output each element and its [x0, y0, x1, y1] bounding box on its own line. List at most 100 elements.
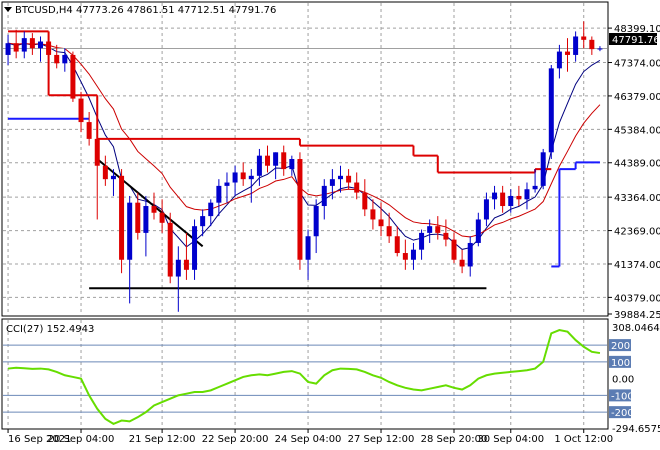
- candle-body: [516, 195, 522, 200]
- candle-body: [102, 165, 108, 180]
- candle-body: [46, 41, 52, 55]
- trendline: [96, 158, 204, 248]
- price-tick-label: 39884.25: [614, 310, 660, 321]
- candle-body: [370, 209, 376, 220]
- price-axis: 48399.10 47374.00 46379.00 45384.00 44389.00…: [608, 24, 660, 321]
- candle-body: [37, 41, 43, 49]
- candle-body: [248, 175, 254, 180]
- cci-tick-label: 308.0464: [612, 323, 660, 334]
- candle-body: [86, 122, 92, 139]
- price-panel-frame: [1, 1, 609, 317]
- candle-body: [135, 202, 141, 233]
- price-tick-label: 41374.00: [614, 260, 660, 271]
- time-tick-label: 30 Sep 04:00: [477, 434, 544, 445]
- candle-body: [532, 185, 538, 190]
- candle-body: [467, 242, 473, 267]
- cci-level-label: 200: [611, 341, 630, 352]
- price-tick-label: 46379.00: [614, 92, 660, 103]
- price-tick-label: 42369.00: [614, 227, 660, 238]
- candle-body: [321, 185, 327, 207]
- time-tick-label: 24 Sep 04:00: [275, 434, 342, 445]
- candle-body: [459, 259, 465, 267]
- moving-average-fast: [7, 42, 601, 250]
- candle-body: [62, 54, 68, 64]
- cci-tick-label: 0.00: [612, 375, 634, 386]
- candle-body: [175, 259, 181, 277]
- candle-body: [289, 159, 295, 170]
- cci-level-label-box: [609, 389, 631, 402]
- candle-body: [597, 48, 603, 50]
- candle-body: [410, 249, 416, 260]
- candle-body: [265, 155, 271, 166]
- candle-body: [224, 182, 230, 186]
- time-tick-label: 16 Sep 2021: [8, 434, 71, 445]
- cci-title: CCI(27) 152.4943: [6, 324, 94, 335]
- price-tick-label: 47374.00: [614, 59, 660, 70]
- candle-body: [337, 175, 343, 180]
- time-tick-label: 1 Oct 12:00: [554, 434, 613, 445]
- candle-body: [443, 232, 449, 240]
- price-tick-label: 43364.00: [614, 193, 660, 204]
- price-tick-label: 48399.10: [614, 24, 660, 35]
- cci-level-label: -100: [611, 391, 634, 402]
- candle-body: [256, 155, 262, 176]
- candle-body: [329, 179, 335, 186]
- candle-body: [297, 159, 303, 260]
- price-tick-label: 40379.00: [614, 293, 660, 304]
- candle-body: [94, 138, 100, 166]
- candle-body: [313, 206, 319, 237]
- candle-body: [281, 152, 287, 170]
- candle-body: [159, 212, 165, 223]
- candle-body: [13, 43, 19, 52]
- price-tick-label: 44389.00: [614, 159, 660, 170]
- candle-body: [483, 199, 489, 220]
- candle-body: [589, 39, 595, 50]
- candle-body: [143, 206, 149, 233]
- candle-body: [451, 239, 457, 260]
- candle-body: [119, 175, 125, 260]
- cci-level-label-box: [609, 355, 631, 368]
- time-tick-label: 22 Sep 20:00: [202, 434, 269, 445]
- candle-body: [378, 219, 384, 227]
- candle-body: [500, 192, 506, 207]
- time-tick-label: 21 Sep 12:00: [129, 434, 196, 445]
- time-tick-label: 20 Sep 04:00: [48, 434, 115, 445]
- price-label: 47791.76: [612, 35, 660, 46]
- candle-body: [167, 222, 173, 277]
- candle-body: [208, 202, 214, 217]
- time-tick-label: 28 Sep 20:00: [421, 434, 488, 445]
- grid: [3, 3, 607, 428]
- candle-body: [200, 216, 206, 227]
- candle-body: [70, 54, 76, 99]
- candle-body: [386, 226, 392, 237]
- cci-line-group: [7, 328, 601, 425]
- candle-body: [556, 51, 562, 69]
- cci-level-label-box: [609, 406, 631, 419]
- candle-body: [305, 236, 311, 260]
- overlays: [3, 30, 607, 290]
- candle-body: [492, 192, 498, 200]
- candle-body: [5, 43, 11, 55]
- candle-body: [273, 152, 279, 166]
- cci-level-label: -200: [611, 408, 634, 419]
- candle-body: [78, 98, 84, 123]
- candle-body: [110, 175, 116, 180]
- candle-body: [346, 175, 352, 183]
- candle-body: [573, 36, 579, 55]
- cci-level-label-box: [609, 339, 631, 352]
- candle-body: [524, 189, 530, 200]
- candle-body: [581, 36, 587, 40]
- candle-body: [435, 226, 441, 233]
- dropdown-triangle-icon[interactable]: [4, 7, 12, 12]
- cci-level-label: 100: [611, 358, 630, 369]
- candle-body: [151, 206, 157, 213]
- candle-body: [127, 202, 133, 260]
- price-label-box: [609, 33, 657, 45]
- candle-body: [475, 219, 481, 243]
- candle-body: [565, 51, 571, 55]
- candle-body: [216, 185, 222, 203]
- cci-panel-frame: [1, 318, 609, 430]
- chart-title: BTCUSD,H4 47773.26 47861.51 47712.51 477…: [15, 5, 276, 16]
